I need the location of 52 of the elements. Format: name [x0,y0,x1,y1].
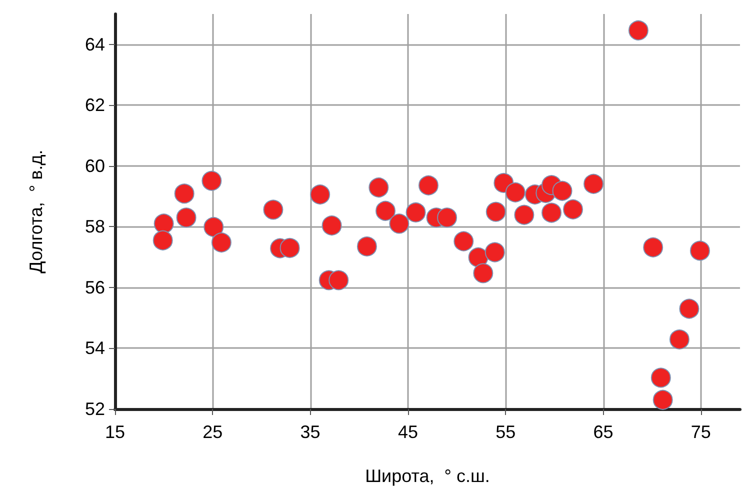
x-tick-label: 45 [398,422,418,442]
point [584,174,604,194]
point [690,240,710,261]
point [202,170,222,191]
x-axis-title: Широта, ° с.ш. [365,466,490,486]
point [679,298,700,319]
point [650,368,671,388]
point [652,390,673,410]
y-tick-label: 60 [84,156,105,176]
point [211,232,232,252]
point [552,180,572,201]
y-axis-title: Долгота, ° в.д. [26,150,46,274]
point [418,175,438,196]
point [628,20,648,40]
point [204,217,224,237]
point [484,242,505,262]
point [154,214,174,234]
x-tick-label: 25 [202,422,223,442]
x-tick-label: 75 [690,422,711,442]
y-tick-label: 54 [84,338,105,358]
point [310,184,330,204]
point [505,182,526,202]
y-tick-label: 58 [84,216,105,237]
point [437,208,458,228]
point [174,184,194,204]
point [486,202,506,222]
point [368,178,389,198]
point [669,329,690,350]
point [514,204,534,225]
point [643,237,664,258]
y-tick-label: 52 [84,399,105,419]
point [328,270,349,290]
x-tick-label: 15 [104,422,126,442]
y-tick-label: 62 [84,95,105,116]
point [389,214,410,234]
point [406,202,426,222]
point [542,202,562,223]
x-tick-label: 65 [593,422,614,442]
point [152,230,173,250]
point [176,208,196,228]
point [454,231,474,252]
point [473,263,494,284]
y-tick-label: 64 [84,34,105,54]
x-tick-label: 35 [300,422,320,442]
point [322,215,342,236]
point [376,200,396,221]
point [356,236,377,256]
point [263,200,284,220]
point [280,238,300,258]
y-tick-label: 56 [84,277,105,298]
point [563,199,584,220]
x-tick-label: 55 [496,422,516,442]
